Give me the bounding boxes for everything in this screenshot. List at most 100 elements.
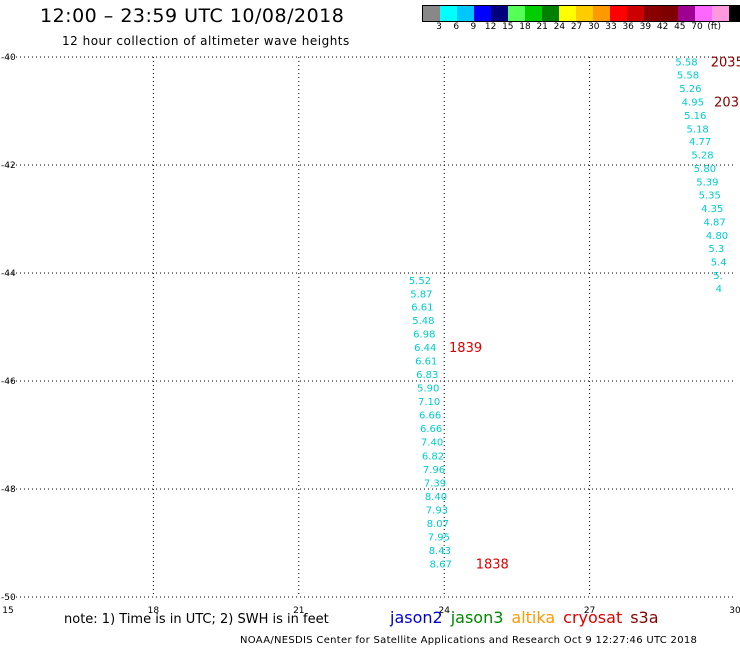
legend-label: 45 — [674, 22, 686, 32]
x-tick-label: 27 — [584, 606, 595, 616]
wave-height-label: 5.3 — [708, 244, 724, 255]
legend-label: 33 — [605, 22, 617, 32]
wave-height-label: 5.48 — [412, 316, 434, 327]
wave-height-label: 8.40 — [425, 492, 447, 503]
wave-height-label: 4.77 — [689, 137, 711, 148]
wave-height-label: 5.26 — [679, 84, 701, 95]
wave-height-label: 5.39 — [696, 178, 718, 189]
legend-swatch — [661, 6, 678, 21]
grid-lines — [8, 57, 735, 597]
wave-height-label: 7.39 — [424, 479, 446, 490]
legend-swatch — [593, 6, 610, 21]
legend-swatch — [440, 6, 457, 21]
wave-height-label: 5.35 — [699, 191, 721, 202]
satellite-altika: altika — [511, 608, 556, 627]
time-label: 2035 — [711, 55, 740, 70]
legend-swatch — [508, 6, 525, 21]
legend-swatch — [457, 6, 474, 21]
legend-swatch — [525, 6, 542, 21]
wave-height-label: 5.52 — [409, 276, 431, 287]
wave-height-label: 6.61 — [411, 302, 433, 313]
time-label: 1839 — [449, 341, 482, 356]
legend-label: 36 — [622, 22, 634, 32]
legend-swatch — [729, 6, 740, 21]
wave-height-label: 5.58 — [677, 70, 699, 81]
wave-height-label: 5.90 — [417, 383, 439, 394]
wave-height-label: 4 — [716, 284, 722, 295]
satellite-legend: jason2 jason3 altika cryosat s3a — [390, 608, 667, 627]
wave-height-label: 8.67 — [430, 560, 452, 571]
legend-swatch — [542, 6, 559, 21]
legend-swatch — [559, 6, 576, 21]
legend-label: 3 — [436, 22, 442, 32]
axis-frame — [8, 56, 735, 598]
color-scale-legend — [422, 5, 740, 22]
wave-height-label: 5.58 — [675, 57, 697, 68]
wave-height-label: 5. — [713, 271, 723, 282]
page-title: 12:00 – 23:59 UTC 10/08/2018 — [40, 5, 345, 27]
x-tick-label: 24 — [438, 606, 450, 616]
wave-height-label: 5.87 — [410, 290, 432, 301]
x-tick-label: 18 — [148, 606, 160, 616]
legend-swatch — [423, 6, 440, 21]
data-labels: 5.525.876.615.486.986.446.616.835.907.10… — [409, 57, 728, 570]
wave-height-label: 7.10 — [418, 397, 440, 408]
legend-swatch — [644, 6, 661, 21]
x-tick-label: 30 — [729, 606, 740, 616]
wave-height-label: 7.93 — [426, 506, 448, 517]
legend-label: 39 — [639, 22, 652, 32]
legend-swatch — [474, 6, 491, 21]
legend-label: 24 — [553, 22, 566, 32]
legend-swatch — [678, 6, 695, 21]
wave-height-label: 5.16 — [684, 111, 706, 122]
legend-label: 6 — [453, 22, 460, 32]
legend-swatch — [627, 6, 644, 21]
y-tick-label: -50 — [1, 593, 16, 603]
legend-label: 42 — [656, 22, 669, 32]
wave-height-label: 7.95 — [428, 533, 450, 544]
wave-height-label: 6.61 — [415, 356, 437, 367]
wave-height-label: 6.44 — [414, 343, 436, 354]
wave-height-label: 4.95 — [682, 97, 704, 108]
legend-label: 30 — [588, 22, 600, 32]
wave-height-label: 6.66 — [419, 410, 441, 421]
legend-swatch — [610, 6, 627, 21]
legend-swatch — [576, 6, 593, 21]
wave-height-label: 4.87 — [703, 218, 725, 229]
y-tick-label: -46 — [1, 377, 16, 387]
legend-label: 70 — [691, 22, 703, 32]
satellite-s3a: s3a — [630, 608, 659, 627]
wave-height-label: 5.18 — [687, 124, 709, 135]
wave-height-label: 5.80 — [694, 164, 716, 175]
legend-swatch — [712, 6, 729, 21]
satellite-jason3: jason3 — [450, 608, 504, 627]
page-subtitle: 12 hour collection of altimeter wave hei… — [62, 34, 350, 48]
time-label: 1838 — [476, 558, 509, 573]
x-tick-label: 21 — [293, 606, 304, 616]
wave-height-label: 5.28 — [691, 151, 713, 162]
tick-labels: 15 18 21 24 27 30 -40 -42 -44 -46 -48 -50 — [1, 53, 740, 616]
y-tick-label: -42 — [1, 161, 16, 171]
wave-height-label: 4.35 — [701, 204, 723, 215]
legend-swatch — [491, 6, 508, 21]
credit-line: NOAA/NESDIS Center for Satellite Applica… — [240, 635, 698, 646]
satellite-cryosat: cryosat — [563, 608, 623, 627]
legend-label: 9 — [470, 22, 477, 32]
wave-height-label: 5.4 — [711, 258, 727, 269]
wave-height-label: 6.82 — [422, 452, 444, 463]
footer-note: note: 1) Time is in UTC; 2) SWH is in fe… — [64, 612, 329, 627]
wave-height-label: 8.07 — [427, 519, 449, 530]
wave-height-label: 7.96 — [423, 465, 445, 476]
wave-height-label: 6.83 — [416, 370, 438, 381]
legend-label: 21 — [536, 22, 548, 32]
legend-label: (ft) — [707, 22, 721, 32]
legend-label: 27 — [570, 22, 583, 32]
x-tick-label: 15 — [2, 606, 13, 616]
legend-swatch — [695, 6, 712, 21]
time-labels: 1839 1838 2035 203 — [449, 55, 740, 572]
time-label: 203 — [714, 95, 739, 110]
wave-height-label: 6.98 — [413, 329, 435, 340]
legend-label: 15 — [502, 22, 514, 32]
wave-height-label: 7.40 — [421, 437, 443, 448]
